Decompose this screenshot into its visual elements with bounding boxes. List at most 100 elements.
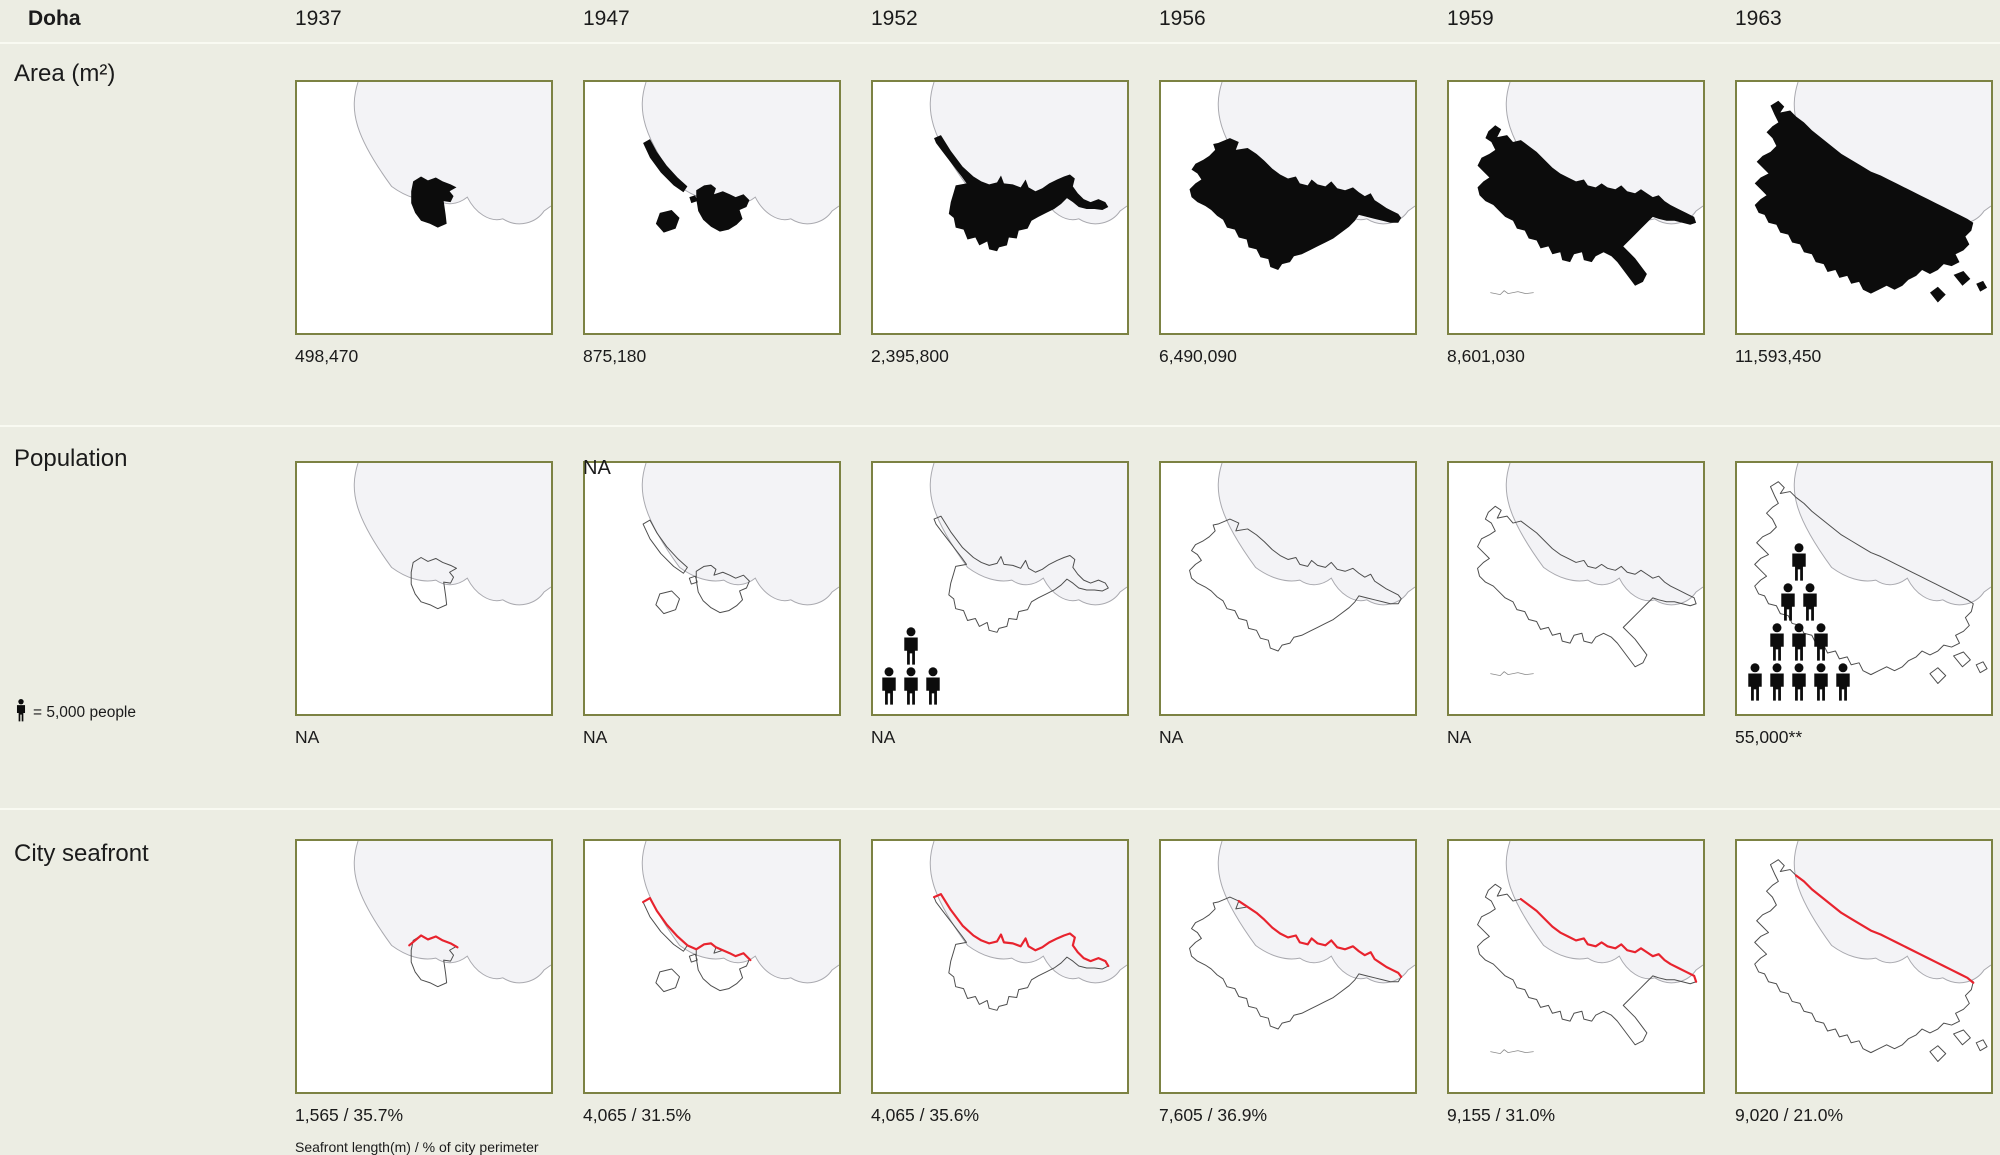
city-outline [1189, 518, 1402, 652]
seafront-line [1519, 897, 1698, 983]
seafront-value-1959: 9,155 / 31.0% [1447, 1105, 1555, 1125]
year-header-1952: 1952 [871, 7, 918, 30]
map-graphic-1952 [929, 463, 1127, 633]
map-graphic-1947 [641, 841, 839, 993]
person-icon [904, 667, 918, 705]
person-icon [1781, 583, 1795, 621]
population-value-1952: NA [871, 727, 896, 747]
seafront-value-1963: 9,020 / 21.0% [1735, 1105, 1843, 1125]
coastline [929, 463, 1127, 606]
sea-shape [1218, 841, 1415, 983]
sea-shape [1794, 463, 1991, 605]
page-title: Doha [28, 7, 81, 30]
area-value-1959: 8,601,030 [1447, 346, 1525, 366]
coastline [1505, 841, 1703, 984]
map-tile-population-1963 [1735, 461, 1993, 716]
map-tile-area-1947 [583, 80, 841, 335]
person-icon [882, 667, 896, 705]
person-icon [1748, 663, 1762, 701]
sea-shape [354, 82, 551, 224]
year-header-1937: 1937 [295, 7, 342, 30]
population-legend-label: = 5,000 people [33, 704, 136, 721]
population-value-1937: NA [295, 727, 320, 747]
sea-shape [1506, 463, 1703, 605]
sea-shape [1218, 463, 1415, 605]
map-tile-area-1952 [871, 80, 1129, 335]
map-tile-population-1959 [1447, 461, 1705, 716]
sea-shape [642, 82, 839, 224]
map-tile-seafront-1952 [871, 839, 1129, 1094]
sea-shape [354, 463, 551, 605]
row-label-seafront: City seafront [14, 840, 149, 867]
runway-line [1490, 671, 1534, 677]
seafront-caption: Seafront length(m) / % of city perimeter [295, 1139, 539, 1155]
area-value-1937: 498,470 [295, 346, 359, 366]
seafront-line [408, 934, 459, 949]
map-tile-population-1937 [295, 461, 553, 716]
map-tile-seafront-1963 [1735, 839, 1993, 1094]
coastline [1505, 463, 1703, 606]
seafront-line [1237, 899, 1403, 978]
population-legend: = 5,000 people [16, 699, 136, 722]
map-graphic-1937 [353, 82, 551, 228]
map-tile-seafront-1947 [583, 839, 841, 1094]
map-tile-seafront-1959 [1447, 839, 1705, 1094]
seafront-line [932, 893, 1110, 968]
city-shape [643, 139, 750, 233]
city-outline [933, 515, 1109, 633]
map-tile-area-1959 [1447, 80, 1705, 335]
coastline [1793, 841, 1991, 984]
sea-shape [354, 841, 551, 983]
map-graphic-1956 [1189, 841, 1415, 1030]
sea-shape [1506, 841, 1703, 983]
person-icon [1770, 623, 1784, 661]
person-icon [1770, 663, 1784, 701]
map-graphic-1959 [1477, 82, 1703, 296]
city-outline [410, 557, 457, 610]
year-header-1956: 1956 [1159, 7, 1206, 30]
population-value-1956: NA [1159, 727, 1184, 747]
map-graphic-1956 [1189, 463, 1415, 652]
map-graphic-1956 [1189, 82, 1415, 271]
person-icon [1792, 663, 1806, 701]
person-icon [16, 699, 26, 722]
coastline [1793, 463, 1991, 606]
map-tile-seafront-1937 [295, 839, 553, 1094]
map-graphic-1963 [1754, 841, 1991, 1062]
city-shape [934, 135, 1109, 252]
city-shape [411, 176, 457, 228]
map-graphic-1959 [1477, 463, 1703, 677]
map-graphic-1963 [1754, 82, 1991, 303]
area-value-1947: 875,180 [583, 346, 647, 366]
header-row: Doha 1937 1947 1952 1956 1959 1963 [0, 0, 2000, 42]
map-graphic-1937 [353, 841, 551, 988]
person-icon [1792, 623, 1806, 661]
map-graphic-1952 [929, 841, 1127, 1011]
person-icon [1803, 583, 1817, 621]
person-icon [1836, 663, 1850, 701]
map-graphic-1947 [641, 463, 839, 615]
person-icon [926, 667, 940, 705]
runway-line [1490, 1049, 1534, 1055]
coastline [1217, 841, 1415, 984]
year-header-1947: 1947 [583, 7, 630, 30]
sea-shape [930, 841, 1127, 983]
area-value-1963: 11,593,450 [1735, 346, 1822, 366]
coastline [929, 841, 1127, 984]
seafront-value-1956: 7,605 / 36.9% [1159, 1105, 1267, 1125]
population-pictogram-1952 [881, 626, 941, 706]
coastline [1217, 463, 1415, 606]
map-graphic-1937 [353, 463, 551, 610]
person-icon [1814, 663, 1828, 701]
map-tile-population-1952 [871, 461, 1129, 716]
population-section: Population = 5,000 people NA NA NA NA NA … [0, 425, 2000, 808]
city-shape [1477, 125, 1697, 286]
person-legend-icon [16, 699, 26, 722]
tile-corner-na-note: NA [583, 457, 611, 479]
person-icon [904, 627, 918, 665]
person-icon [1792, 543, 1806, 581]
coastline [353, 463, 551, 606]
map-tile-area-1937 [295, 80, 553, 335]
seafront-line [1794, 874, 1975, 984]
year-header-1963: 1963 [1735, 7, 1782, 30]
